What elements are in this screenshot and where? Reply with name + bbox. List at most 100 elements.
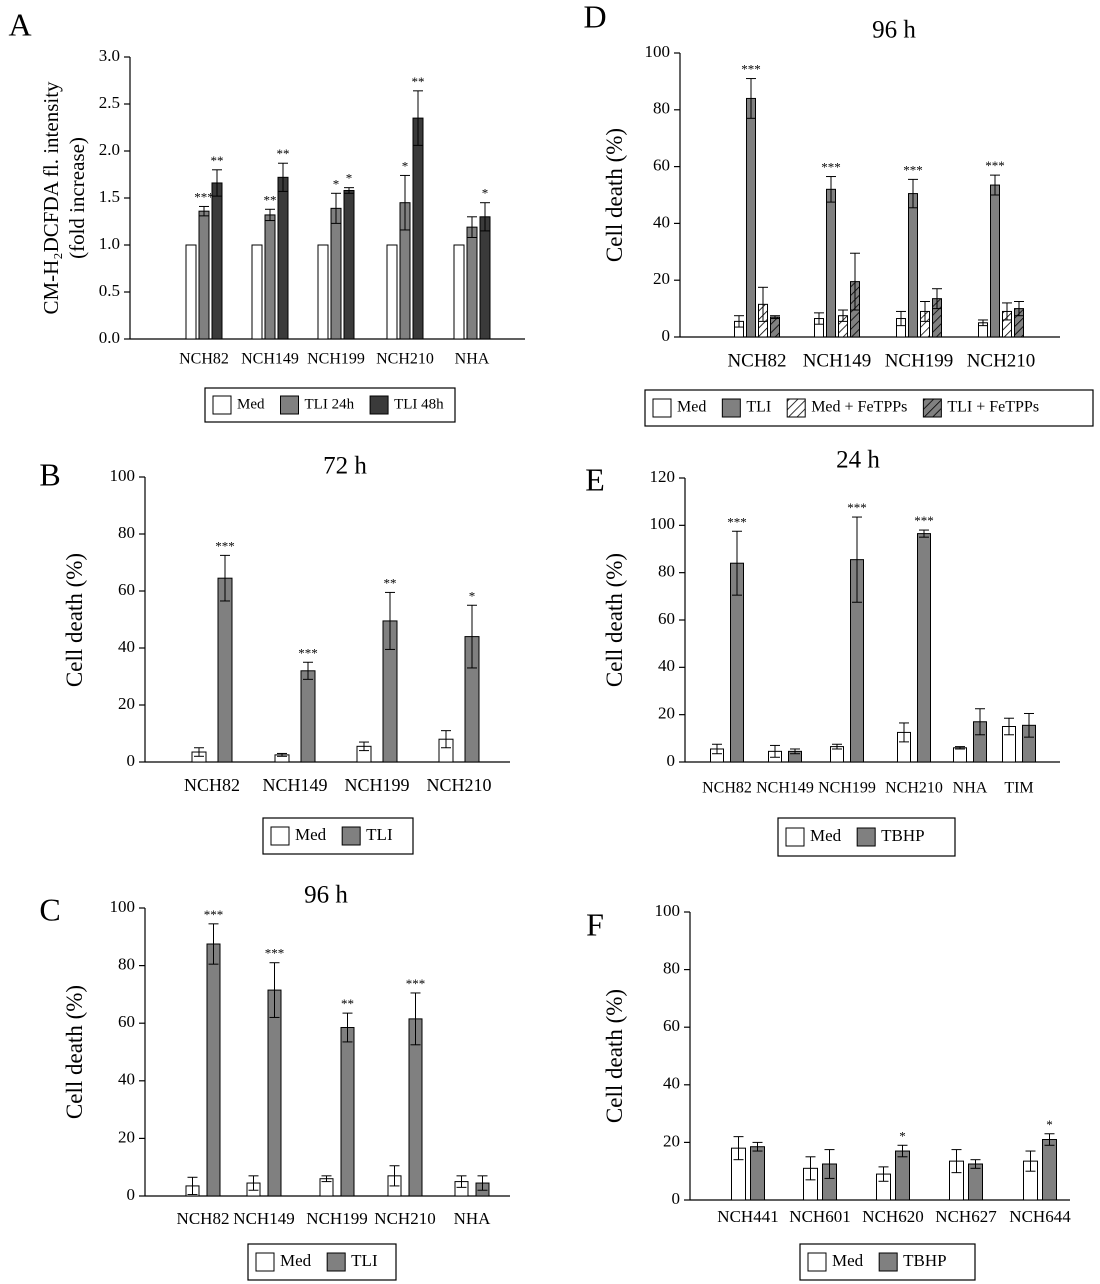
legend-swatch	[270, 826, 290, 846]
y-tick-label: 40	[653, 212, 670, 231]
significance-mark: ***	[847, 500, 867, 515]
legend: Med TBHP	[799, 1243, 976, 1281]
y-tick-label: 0.0	[99, 328, 120, 347]
x-category-label: NCH210	[967, 350, 1036, 371]
legend-swatch	[652, 398, 672, 418]
x-category-label: NCH199	[306, 1209, 367, 1228]
y-tick-label: 40	[118, 1070, 135, 1089]
panel-a: A 0.0 0.5 1.0 1.5 2.0 2.5 3.0 CM-H₂DCFDA fl. int…	[8, 6, 525, 423]
y-tick-label: 0	[667, 751, 676, 770]
y-tick-label: 40	[658, 656, 675, 675]
x-category-label: NCH82	[702, 780, 752, 797]
significance-mark: ***	[985, 158, 1005, 173]
y-tick-label: 2.0	[99, 140, 120, 159]
bar-f-nch627-2	[968, 1163, 983, 1201]
bar-a-nha-2	[466, 226, 478, 340]
y-tick-label: 40	[118, 637, 135, 656]
y-tick-label: 60	[658, 609, 675, 628]
legend-label: Med	[280, 1251, 312, 1270]
panel-letter: A	[8, 6, 31, 42]
x-category-label: NCH627	[935, 1207, 997, 1226]
significance-mark: *	[482, 186, 489, 201]
legend-box	[247, 1243, 397, 1281]
significance-mark: **	[264, 192, 277, 207]
significance-mark: ***	[821, 160, 841, 175]
legend: Med TLI Med + FeTPPs TLI + FeTPPs	[644, 389, 1094, 427]
x-category-label: NHA	[953, 780, 988, 797]
bar-d-nch149-2	[826, 188, 836, 338]
bar-a-nha-3	[479, 216, 491, 340]
panel-letter: D	[583, 0, 606, 34]
bar-a-nch149-2	[264, 214, 276, 340]
y-tick-label: 100	[645, 42, 671, 61]
y-tick-label: 80	[118, 523, 135, 542]
x-category-label: NCH149	[262, 775, 327, 795]
x-category-label: NCH620	[862, 1207, 923, 1226]
x-category-label: NCH441	[717, 1207, 778, 1226]
x-category-label: NCH601	[789, 1207, 850, 1226]
bar-a-nch210-1	[386, 244, 398, 340]
legend-label: Med	[810, 826, 842, 845]
y-tick-label: 1.0	[99, 234, 120, 253]
bar-f-nch441-2	[750, 1146, 765, 1201]
significance-mark: ***	[194, 189, 214, 204]
y-tick-label: 0	[127, 1185, 136, 1204]
panel-letter: F	[586, 906, 604, 942]
y-tick-label: 80	[658, 562, 675, 581]
y-tick-label: 40	[663, 1074, 680, 1093]
bar-a-nch199-2	[330, 207, 342, 340]
significance-mark: ***	[741, 62, 761, 77]
y-axis-label: Cell death (%)	[602, 553, 627, 687]
legend-label: TLI + FeTPPs	[947, 399, 1039, 416]
y-tick-label: 0	[662, 326, 671, 345]
bar-c-nch199-2	[340, 1027, 355, 1197]
bar-c-nch149-2	[267, 989, 282, 1197]
significance-mark: ***	[265, 946, 285, 961]
y-tick-label: 80	[663, 959, 680, 978]
legend-label: Med	[832, 1251, 864, 1270]
x-category-label: NCH149	[241, 351, 299, 368]
panel-d: D 96 h 0 20 40 60 80 100 Cell death (%) NCH82 *** N…	[583, 0, 1094, 427]
bar-b-nch82-2	[217, 577, 233, 763]
bar-c-nch210-2	[408, 1018, 423, 1197]
chart-title: 24 h	[836, 447, 880, 474]
y-axis-label: Cell death (%)	[602, 128, 627, 262]
significance-mark: ***	[298, 645, 318, 660]
legend-label: Med	[677, 399, 706, 416]
legend-swatch	[369, 395, 389, 415]
significance-mark: **	[211, 153, 224, 168]
significance-mark: ***	[406, 976, 426, 991]
y-tick-label: 60	[663, 1016, 680, 1035]
x-category-label: NCH210	[374, 1209, 435, 1228]
bar-e-nch210-2	[917, 533, 931, 763]
legend-swatch	[341, 826, 361, 846]
significance-mark: ***	[903, 162, 923, 177]
chart-title: 96 h	[872, 17, 916, 44]
panel-f: F 0 20 40 60 80 100 Cell death (%) NCH441 NCH601 N…	[586, 901, 1071, 1281]
bar-c-nch82-2	[206, 943, 221, 1197]
y-tick-label: 100	[110, 897, 136, 916]
y-axis-label: Cell death (%)	[62, 553, 87, 687]
significance-mark: *	[899, 1128, 906, 1143]
legend-label: TLI	[746, 399, 771, 416]
legend-label: TBHP	[903, 1251, 946, 1270]
legend-swatch	[721, 398, 741, 418]
legend-label: TLI 24h	[305, 396, 355, 412]
bar-a-nch82-3	[211, 182, 223, 340]
x-category-label: NCH210	[376, 351, 434, 368]
x-category-label: NCH210	[885, 780, 943, 797]
x-category-label: NCH82	[177, 1209, 230, 1228]
legend-label: TLI 48h	[394, 396, 444, 412]
legend-swatch	[255, 1252, 275, 1272]
y-tick-label: 0	[127, 751, 136, 770]
legend-swatch	[212, 395, 232, 415]
y-tick-label: 20	[663, 1131, 680, 1150]
x-category-label: NCH149	[803, 350, 872, 371]
legend: Med TLI	[247, 1243, 397, 1281]
legend-swatch	[807, 1252, 827, 1272]
x-category-label: NCH82	[184, 775, 240, 795]
bar-b-nch149-2	[300, 670, 316, 763]
bar-d-nch82-2	[746, 97, 756, 338]
bar-d-nch199-2	[908, 193, 918, 338]
legend-box	[644, 389, 1094, 427]
